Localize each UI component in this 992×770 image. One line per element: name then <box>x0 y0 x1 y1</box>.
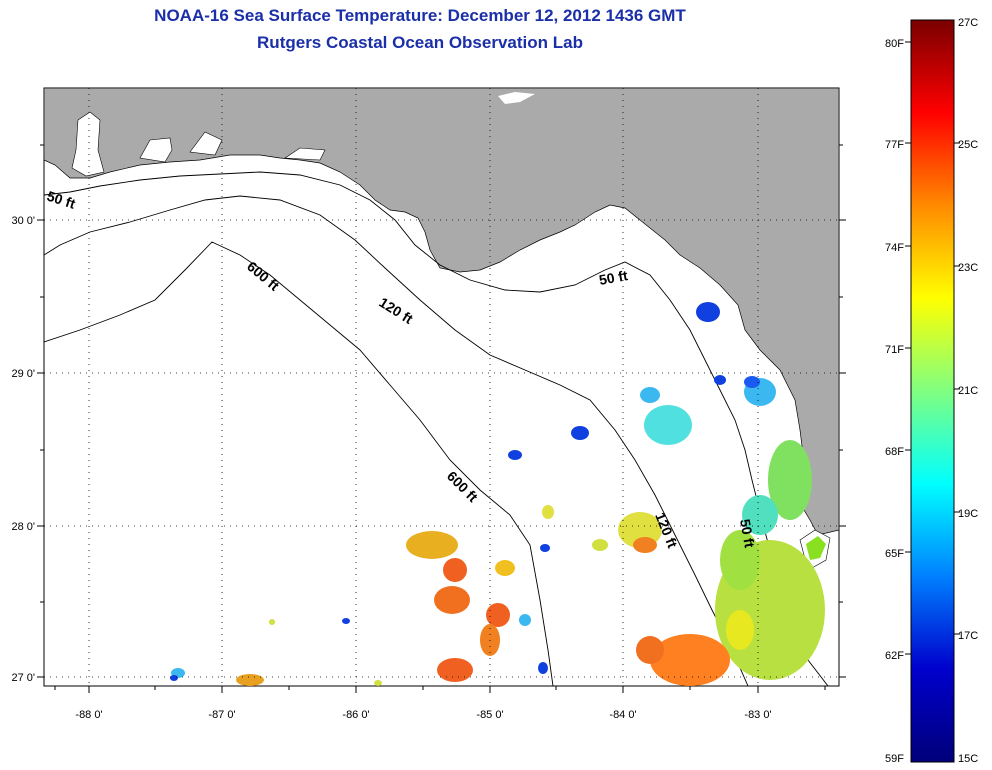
contour-label-50-east: 50 ft <box>598 267 629 288</box>
cb-f-68: 68F <box>885 446 904 458</box>
cb-f-62: 62F <box>885 650 904 662</box>
contour-120ft <box>44 195 749 686</box>
cb-c-27: 27C <box>958 17 978 29</box>
lat-label-28: 28 0' <box>11 521 35 533</box>
lat-label-27: 27 0' <box>11 672 35 684</box>
lon-label-85: -85 0' <box>476 709 503 721</box>
contour-50ft <box>44 171 829 686</box>
pensacola-bay <box>139 137 173 163</box>
cb-c-17: 17C <box>958 630 978 642</box>
cb-f-65: 65F <box>885 548 904 560</box>
colorbar <box>910 19 955 763</box>
lon-label-83: -83 0' <box>744 709 771 721</box>
sst-patches <box>170 302 825 686</box>
graticule <box>44 88 839 686</box>
cb-f-59: 59F <box>885 753 904 765</box>
lon-label-87: -87 0' <box>208 709 235 721</box>
choctawhatchee-bay <box>189 131 223 156</box>
axis-ticks <box>37 144 846 693</box>
lat-label-29: 29 0' <box>11 368 35 380</box>
cb-f-71: 71F <box>885 344 904 356</box>
lon-label-88: -88 0' <box>75 709 102 721</box>
mobile-bay <box>71 111 105 177</box>
chart-title: NOAA-16 Sea Surface Temperature: Decembe… <box>154 6 686 25</box>
lake-okeechobee-top <box>498 92 535 104</box>
lon-label-86: -86 0' <box>342 709 369 721</box>
lat-label-30: 30 0' <box>11 215 35 227</box>
colorbar-ticks <box>905 41 960 655</box>
tampa-bay-green <box>806 536 826 560</box>
cb-f-80: 80F <box>885 38 904 50</box>
land-mass <box>44 88 839 536</box>
cb-c-25: 25C <box>958 139 978 151</box>
cb-c-19: 19C <box>958 508 978 520</box>
cb-c-21: 21C <box>958 385 978 397</box>
st-andrews-bay <box>284 147 326 161</box>
contour-label-50-south: 50 ft <box>737 518 758 549</box>
contour-600ft <box>44 241 554 686</box>
cb-c-23: 23C <box>958 262 978 274</box>
lon-label-84: -84 0' <box>609 709 636 721</box>
chart-subtitle: Rutgers Coastal Ocean Observation Lab <box>257 33 583 52</box>
cb-f-77: 77F <box>885 139 904 151</box>
cb-c-15: 15C <box>958 753 978 765</box>
cb-f-74: 74F <box>885 242 904 254</box>
